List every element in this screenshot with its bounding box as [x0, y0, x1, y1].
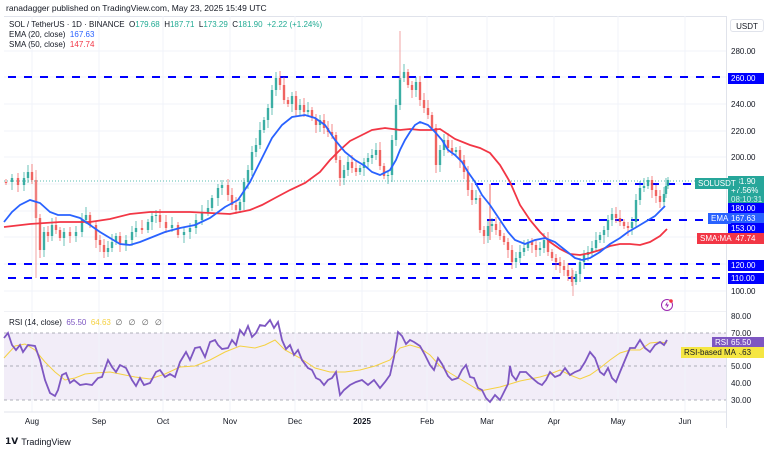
rsi-tick-40: 40.00	[731, 379, 752, 388]
sma-left-tag: SMA:MA	[697, 233, 735, 244]
last-change-value: +7.56%	[731, 186, 759, 195]
x-label-feb: Feb	[420, 417, 434, 426]
ema-tag: 167.63	[728, 213, 764, 224]
rsi-left-tag: RSI	[712, 337, 732, 348]
last-price-value: 181.90	[731, 177, 756, 186]
price-chart[interactable]	[0, 16, 726, 312]
rsi-ma-line	[3, 339, 668, 392]
x-label-sep: Sep	[91, 417, 107, 426]
candlesticks	[4, 31, 670, 296]
rsi-value: 65.50	[66, 318, 87, 327]
level-260-tag: 260.00	[728, 73, 764, 84]
rsi-ma-tag: 64.63	[728, 347, 764, 358]
sma-legend[interactable]: SMA (50, close) 147.74	[9, 40, 94, 49]
level-180-tag: 180.00	[728, 203, 764, 214]
ema-legend[interactable]: EMA (20, close) 167.63	[9, 30, 94, 39]
sma-value: 147.74	[69, 40, 95, 49]
high-value: 187.71	[169, 20, 195, 29]
close-label: C	[232, 20, 239, 29]
x-label-apr: Apr	[547, 417, 561, 426]
high-label: H	[164, 20, 170, 29]
sma-label: SMA (50, close)	[9, 40, 66, 49]
rsi-tick-50: 50.00	[731, 362, 752, 371]
low-label: L	[198, 20, 204, 29]
rsi-tag: 65.50	[728, 337, 764, 348]
ema-label: EMA (20, close)	[9, 30, 66, 39]
rsi-tick-80: 80.00	[731, 312, 752, 321]
open-label: O	[129, 20, 136, 29]
rsi-label: RSI (14, close)	[9, 318, 62, 327]
grid-lines	[4, 16, 726, 312]
x-label-aug: Aug	[24, 417, 40, 426]
alert-lightning-icon[interactable]	[660, 298, 674, 312]
tick-100: 100.00	[731, 287, 756, 296]
rsi-tick-70: 70.00	[731, 329, 752, 338]
rsi-line	[3, 318, 668, 404]
symbol-tag: SOLUSDT	[695, 178, 739, 189]
tick-220: 220.00	[731, 127, 756, 136]
level-110-tag: 110.00	[728, 273, 764, 284]
horizontal-levels	[8, 76, 726, 279]
change-value: +2.22 (+1.24%)	[266, 20, 323, 29]
x-label-dec: Dec	[287, 417, 303, 426]
ema-line	[3, 114, 666, 261]
level-153-tag: 153.00	[728, 223, 764, 234]
x-label-nov: Nov	[222, 417, 238, 426]
rsi-ma-left-tag: RSI-based MA	[681, 347, 740, 358]
brand-label: TradingView	[21, 436, 71, 447]
tradingview-logo-icon: 𝟭𝗩	[5, 436, 19, 446]
ema-value: 167.63	[69, 30, 95, 39]
sma-line	[3, 127, 668, 256]
publish-info: ranadagger published on TradingView.com,…	[6, 3, 267, 13]
tradingview-brand[interactable]: 𝟭𝗩 TradingView	[5, 436, 71, 447]
tick-200: 200.00	[731, 153, 756, 162]
ohlc-legend: SOL / TetherUS · 1D · BINANCE O179.68 H1…	[9, 20, 322, 29]
level-120-tag: 120.00	[728, 260, 764, 271]
rsi-chart[interactable]	[0, 313, 726, 413]
tick-280: 280.00	[731, 47, 756, 56]
sma-tag: 147.74	[728, 233, 764, 244]
currency-button[interactable]: USDT	[730, 19, 764, 32]
open-value: 179.68	[135, 20, 160, 29]
bar-countdown: 08:10:31	[731, 195, 763, 204]
rsi-legend[interactable]: RSI (14, close) 65.50 64.63 ∅ ∅ ∅ ∅	[9, 318, 164, 327]
low-value: 173.29	[203, 20, 228, 29]
x-label-jun: Jun	[678, 417, 692, 426]
tick-240: 240.00	[731, 100, 756, 109]
chart-frame	[4, 16, 726, 429]
rsi-tick-30: 30.00	[731, 396, 752, 405]
x-label-2025: 2025	[353, 417, 371, 426]
close-value: 181.90	[238, 20, 263, 29]
symbol-label[interactable]: SOL / TetherUS · 1D · BINANCE	[9, 20, 125, 29]
x-label-oct: Oct	[156, 417, 170, 426]
x-label-may: May	[610, 417, 626, 426]
ema-left-tag: EMA	[708, 213, 732, 224]
x-label-mar: Mar	[480, 417, 494, 426]
rsi-nil-values: ∅ ∅ ∅ ∅	[115, 318, 164, 327]
rsi-ma-value: 64.63	[90, 318, 111, 327]
